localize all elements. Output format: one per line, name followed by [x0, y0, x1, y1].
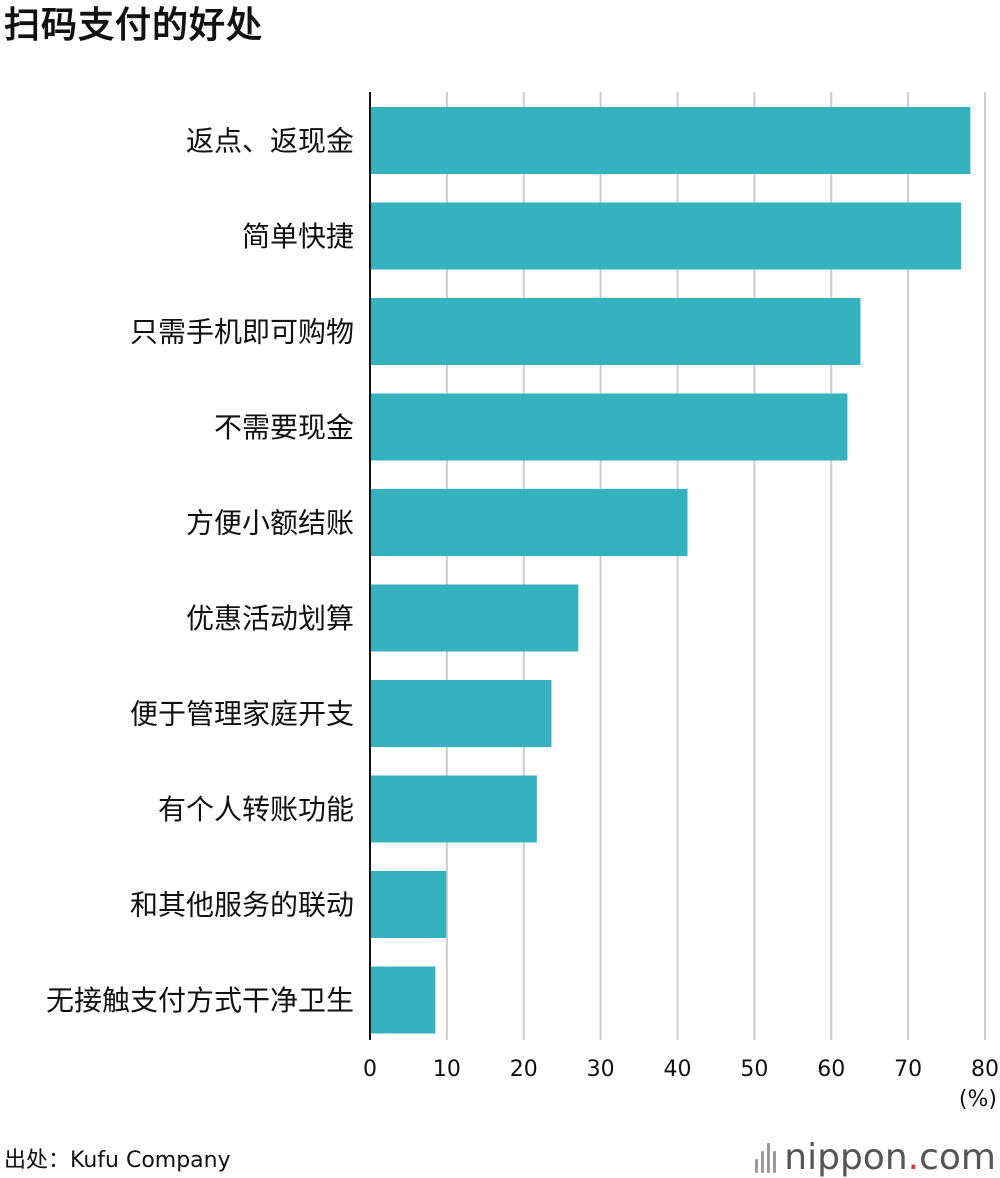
bar [370, 775, 537, 843]
category-label: 优惠活动划算 [186, 602, 354, 635]
x-tick-label: 40 [664, 1057, 692, 1082]
category-label: 简单快捷 [242, 220, 354, 253]
category-label: 有个人转账功能 [158, 793, 354, 826]
bar [370, 393, 848, 461]
category-labels: 返点、返现金简单快捷只需手机即可购物不需要现金方便小额结账优惠活动划算便于管理家… [46, 125, 354, 1018]
logo-tld: com [919, 1137, 996, 1178]
x-tick-label: 70 [894, 1057, 922, 1082]
category-label: 返点、返现金 [186, 125, 354, 158]
x-tick-label: 60 [817, 1057, 845, 1082]
x-tick-label: 30 [587, 1057, 615, 1082]
x-tick-label: 0 [363, 1057, 377, 1082]
bar [370, 966, 436, 1034]
bar [370, 202, 962, 270]
category-label: 只需手机即可购物 [130, 316, 354, 349]
bar [370, 680, 552, 747]
category-label: 方便小额结账 [186, 507, 354, 540]
x-tick-label: 20 [510, 1057, 538, 1082]
source-note: 出处：Kufu Company [4, 1148, 231, 1173]
logo-name: nippon [784, 1137, 908, 1178]
bar [370, 489, 688, 556]
x-axis-unit: (%) [959, 1087, 997, 1112]
bar [370, 298, 861, 365]
chart-title: 扫码支付的好处 [4, 5, 264, 46]
x-tick-label: 80 [971, 1057, 999, 1082]
category-label: 无接触支付方式干净卫生 [46, 984, 354, 1017]
nippon-logo: nippon. com [755, 1138, 996, 1178]
category-label: 便于管理家庭开支 [130, 698, 354, 731]
category-label: 不需要现金 [214, 411, 354, 444]
category-label: 和其他服务的联动 [130, 889, 354, 922]
bars [370, 107, 971, 1034]
logo-mark-icon [755, 1143, 777, 1173]
bar [370, 871, 447, 938]
bar [370, 584, 579, 652]
x-tick-label: 10 [433, 1057, 461, 1082]
logo-dot: . [907, 1137, 920, 1178]
bar [370, 107, 971, 174]
x-tick-labels: 0 10 20 30 40 50 60 70 80 [363, 1057, 999, 1082]
x-tick-label: 50 [740, 1057, 768, 1082]
